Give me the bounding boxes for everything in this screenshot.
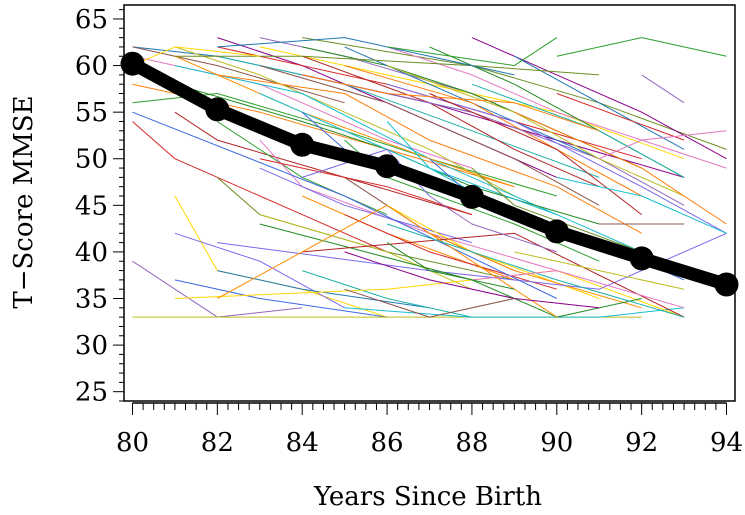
mean-point bbox=[290, 132, 315, 157]
individual-line bbox=[386, 242, 515, 290]
individual-line bbox=[514, 251, 685, 290]
individual-line bbox=[217, 37, 515, 76]
individual-line bbox=[302, 55, 600, 188]
individual-line bbox=[429, 195, 557, 253]
individual-line bbox=[387, 37, 558, 67]
mean-trajectory-series bbox=[120, 51, 739, 297]
x-tick-label: 94 bbox=[710, 428, 743, 458]
individual-line bbox=[174, 232, 345, 309]
individual-line bbox=[132, 111, 558, 299]
individual-line bbox=[429, 93, 643, 215]
individual-line bbox=[217, 270, 430, 309]
individual-line bbox=[174, 111, 473, 216]
individual-line bbox=[302, 37, 727, 150]
mean-point bbox=[205, 97, 230, 122]
y-tick-label: 30 bbox=[75, 331, 108, 361]
individual-line bbox=[259, 214, 473, 290]
x-tick-label: 82 bbox=[201, 428, 234, 458]
individual-line bbox=[217, 55, 600, 178]
individual-line bbox=[471, 83, 685, 178]
individual-line bbox=[217, 204, 558, 318]
y-tick-label: 50 bbox=[75, 145, 108, 175]
plot-area-frame bbox=[123, 4, 736, 402]
y-axis-title: T−Score MMSE bbox=[9, 95, 39, 308]
individual-line bbox=[641, 74, 685, 104]
individual-line bbox=[132, 46, 260, 67]
mean-point bbox=[120, 51, 145, 76]
individual-line bbox=[598, 130, 727, 160]
individual-line bbox=[174, 279, 388, 318]
individual-line bbox=[174, 195, 388, 318]
individual-line bbox=[259, 65, 600, 206]
mean-point bbox=[629, 246, 654, 271]
mean-line bbox=[126, 57, 733, 291]
x-tick-label: 92 bbox=[625, 428, 658, 458]
individual-line bbox=[344, 251, 600, 309]
individual-line bbox=[174, 55, 515, 188]
individual-line bbox=[344, 288, 515, 318]
individual-line bbox=[471, 270, 685, 309]
y-tick-label: 65 bbox=[75, 5, 108, 35]
individual-line bbox=[259, 167, 473, 244]
y-tick-label: 60 bbox=[75, 52, 108, 82]
individual-line bbox=[302, 232, 685, 318]
individual-line bbox=[386, 121, 642, 253]
x-tick-label: 86 bbox=[371, 428, 404, 458]
x-tick-label: 90 bbox=[540, 428, 573, 458]
x-axis-title: Years Since Birth bbox=[313, 482, 542, 512]
individual-line bbox=[174, 46, 515, 197]
individual-line bbox=[386, 46, 727, 169]
individual-line bbox=[344, 65, 642, 197]
individual-line bbox=[132, 121, 388, 253]
individual-line bbox=[386, 223, 685, 318]
individual-line bbox=[302, 270, 473, 318]
x-axis: 80 82 84 86 88 90 92 94 bbox=[116, 402, 743, 458]
individual-line bbox=[429, 232, 642, 309]
mean-point bbox=[459, 184, 484, 209]
mean-point bbox=[714, 272, 739, 297]
mean-point bbox=[375, 154, 400, 179]
individual-line bbox=[514, 111, 727, 225]
individual-line bbox=[302, 74, 600, 132]
individual-line bbox=[344, 214, 557, 290]
mean-point bbox=[544, 219, 569, 244]
x-tick-label: 80 bbox=[116, 428, 149, 458]
x-tick-label: 88 bbox=[455, 428, 488, 458]
individual-line bbox=[344, 307, 685, 318]
individual-line bbox=[556, 93, 685, 141]
individual-line bbox=[344, 83, 685, 206]
individual-line bbox=[386, 65, 685, 197]
individual-line bbox=[217, 74, 642, 234]
y-tick-label: 40 bbox=[75, 238, 108, 268]
individual-line bbox=[514, 55, 685, 150]
y-tick-label: 55 bbox=[75, 98, 108, 128]
x-tick-label: 84 bbox=[286, 428, 319, 458]
individual-line bbox=[174, 55, 600, 76]
individual-line bbox=[556, 176, 727, 234]
y-axis: 25 30 35 40 45 50 55 60 65 bbox=[75, 5, 124, 408]
y-tick-label: 35 bbox=[75, 285, 108, 315]
y-tick-label: 25 bbox=[75, 378, 108, 408]
y-tick-label: 45 bbox=[75, 191, 108, 221]
individual-line bbox=[556, 37, 727, 57]
